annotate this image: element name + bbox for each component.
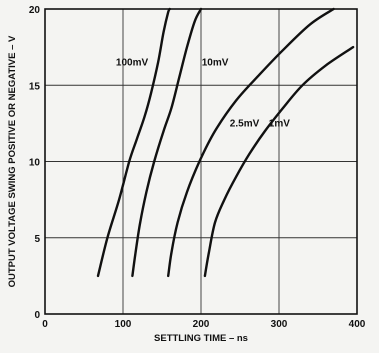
series-line-1mV: [203, 45, 355, 278]
series-group: [96, 7, 355, 278]
series-line-10mV: [131, 7, 203, 278]
y-tick-label: 5: [34, 234, 40, 245]
y-tick-label: 15: [29, 81, 41, 92]
x-tick-label: 400: [349, 319, 366, 330]
y-axis-ticks: 0 5 10 15 20: [29, 5, 41, 321]
series-line-100mV: [96, 7, 171, 278]
plot-frame: [44, 8, 358, 315]
series-label-2.5mV: 2.5mV: [230, 118, 260, 129]
x-axis-title: SETTLING TIME – ns: [154, 333, 248, 344]
series-labels: 100mV 10mV 2.5mV 1mV: [116, 57, 290, 129]
series-label-100mV: 100mV: [116, 57, 149, 68]
y-axis-title: OUTPUT VOLTAGE SWING POSITIVE OR NEGATIV…: [7, 35, 18, 287]
x-tick-label: 100: [115, 319, 132, 330]
series-label-1mV: 1mV: [269, 118, 290, 129]
x-tick-label: 300: [271, 319, 288, 330]
y-tick-label: 0: [34, 310, 40, 321]
x-axis-ticks: 0 100 200 300 400: [42, 319, 366, 330]
x-tick-label: 200: [193, 319, 210, 330]
series-line-2.5mV: [167, 7, 335, 278]
grid: [45, 9, 357, 314]
series-label-10mV: 10mV: [202, 57, 229, 68]
y-tick-label: 20: [29, 5, 41, 16]
x-tick-label: 0: [42, 319, 48, 330]
y-tick-label: 10: [29, 158, 41, 169]
